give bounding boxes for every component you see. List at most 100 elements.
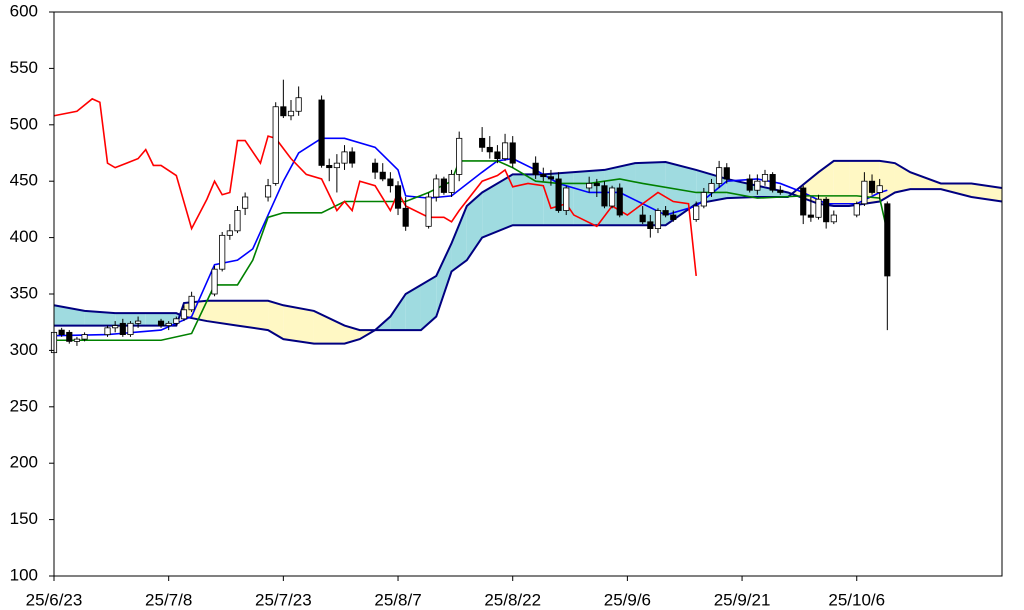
candle-body <box>379 171 386 180</box>
candle-body <box>777 189 784 193</box>
candle-body <box>540 174 547 178</box>
y-tick-label: 450 <box>10 171 38 190</box>
candle-body <box>563 187 570 211</box>
candle-body <box>456 137 463 175</box>
candle-body <box>127 322 134 336</box>
cloud-fill <box>451 206 467 272</box>
y-tick-label: 400 <box>10 227 38 246</box>
cloud-span-line <box>54 159 1003 332</box>
y-tick-label: 500 <box>10 114 38 133</box>
plot-frame <box>53 11 1003 577</box>
cloud-fill <box>879 160 895 202</box>
candle-body <box>242 196 249 209</box>
candle-body <box>226 230 233 236</box>
cloud-fill <box>818 160 834 207</box>
candle-body <box>654 210 662 229</box>
candle-body <box>494 151 501 160</box>
candle-body <box>479 137 486 148</box>
y-tick-label: 350 <box>10 283 38 302</box>
candle-body <box>884 203 891 277</box>
candle-body <box>394 185 402 209</box>
candle-body <box>693 205 700 220</box>
candle-body <box>73 338 81 342</box>
candle-body <box>830 214 837 223</box>
cloud-fill <box>420 275 437 331</box>
candle-body <box>555 178 562 211</box>
candle-body <box>800 187 807 216</box>
candle-body <box>264 185 272 198</box>
candle-body <box>119 322 126 336</box>
candle-body <box>165 322 172 326</box>
candle-body <box>868 180 876 193</box>
cloud-fill <box>283 305 314 344</box>
candle-body <box>341 151 348 164</box>
cloud-fill <box>405 284 421 331</box>
candle-body <box>593 183 600 187</box>
candle-body <box>280 106 287 117</box>
candle-body <box>188 295 195 311</box>
candle-body <box>586 183 593 189</box>
cloud-fill <box>344 325 360 344</box>
candle-body <box>295 97 302 112</box>
cloud-fill <box>268 300 284 340</box>
candle-body <box>853 203 860 216</box>
candle-body <box>754 180 761 191</box>
candle-body <box>104 327 111 336</box>
candle-body <box>66 331 73 342</box>
y-tick-label: 250 <box>10 396 38 415</box>
candle-body <box>387 178 394 187</box>
cloud-fill <box>512 174 544 226</box>
candle-body <box>219 234 226 270</box>
cloud-fill <box>910 172 941 190</box>
candle-body <box>700 192 707 207</box>
y-tick-label: 150 <box>10 509 38 528</box>
candles <box>50 79 891 355</box>
y-tick-label: 550 <box>10 58 38 77</box>
candle-body <box>723 167 730 180</box>
cloud-span-line <box>53 161 1003 345</box>
candle-body <box>112 325 119 329</box>
cloud-fill <box>466 192 483 261</box>
candle-body <box>234 210 241 232</box>
cloud-fill <box>482 174 513 238</box>
cloud-fill <box>84 310 116 326</box>
x-tick-label: 25/6/23 <box>26 590 83 609</box>
candle-body <box>509 142 516 164</box>
x-tick-label: 25/7/8 <box>145 590 192 609</box>
candle-body <box>287 110 295 117</box>
candle-body <box>662 210 669 216</box>
candle-body <box>318 99 325 166</box>
cloud-fill <box>237 300 269 331</box>
cloud-fill <box>436 243 452 317</box>
candle-body <box>440 178 447 193</box>
candle-body <box>180 309 188 320</box>
cloud-fill <box>206 300 238 326</box>
candle-body <box>58 329 65 336</box>
candle-body <box>823 198 830 223</box>
candle-body <box>425 196 432 227</box>
candle-body <box>433 178 440 198</box>
candle-body <box>807 214 814 218</box>
candle-body <box>547 176 555 180</box>
cloud-fill <box>833 160 850 207</box>
x-tick-label: 25/8/22 <box>484 590 541 609</box>
candle-body <box>157 320 165 326</box>
candle-body <box>173 318 180 324</box>
candle-body <box>81 334 88 340</box>
candle-body <box>708 183 715 193</box>
cloud-fill <box>971 183 1002 202</box>
candle-body <box>486 146 493 153</box>
candle-body <box>601 185 608 207</box>
candle-body <box>815 198 822 218</box>
y-tick-label: 300 <box>10 340 38 359</box>
candle-body <box>448 174 455 193</box>
cloud <box>53 159 1003 345</box>
candle-body <box>402 207 409 227</box>
axes: 100 150 200 250 300 350 400 450 500 550 600 25/6/23… <box>10 1 885 609</box>
candle-body <box>861 180 868 205</box>
candle-body <box>761 174 769 182</box>
candle-body <box>372 162 379 173</box>
y-tick-label: 600 <box>10 1 38 20</box>
candle-body <box>639 214 646 223</box>
